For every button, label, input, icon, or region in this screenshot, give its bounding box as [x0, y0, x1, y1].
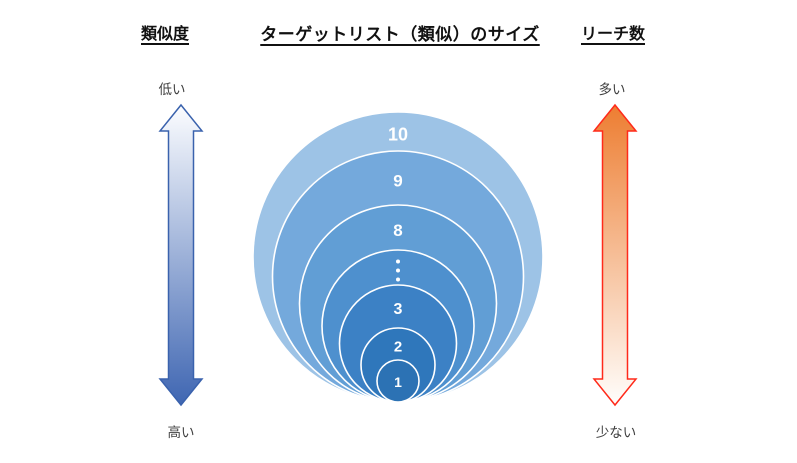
- ellipsis-dot-icon: [396, 268, 400, 273]
- ring-label-8: 8: [393, 221, 402, 240]
- reach-arrow: [592, 103, 638, 407]
- similarity-arrow: [158, 103, 204, 407]
- ellipsis-dot-icon: [396, 259, 400, 264]
- similarity-double-arrow-icon: [158, 103, 204, 407]
- similarity-axis-title: 類似度: [140, 26, 190, 43]
- similarity-low-label: 低い: [158, 82, 186, 97]
- ring-label-1: 1: [394, 374, 402, 390]
- ring-label-2: 2: [394, 339, 402, 356]
- nested-circles-chart: 10 9 8 3 2 1: [252, 111, 544, 403]
- ring-label-3: 3: [394, 301, 403, 318]
- page-title: ターゲットリスト（類似）のサイズ: [260, 25, 540, 44]
- ring-label-10: 10: [388, 125, 408, 145]
- ring-label-9: 9: [393, 172, 402, 191]
- reach-many-label: 多い: [598, 82, 626, 97]
- ellipsis-dot-icon: [396, 277, 400, 282]
- ring-circle-1: [376, 359, 420, 403]
- reach-double-arrow-icon: [592, 103, 638, 407]
- reach-axis-title: リーチ数: [580, 26, 646, 43]
- reach-few-label: 少ない: [595, 425, 637, 440]
- similarity-high-label: 高い: [167, 425, 195, 440]
